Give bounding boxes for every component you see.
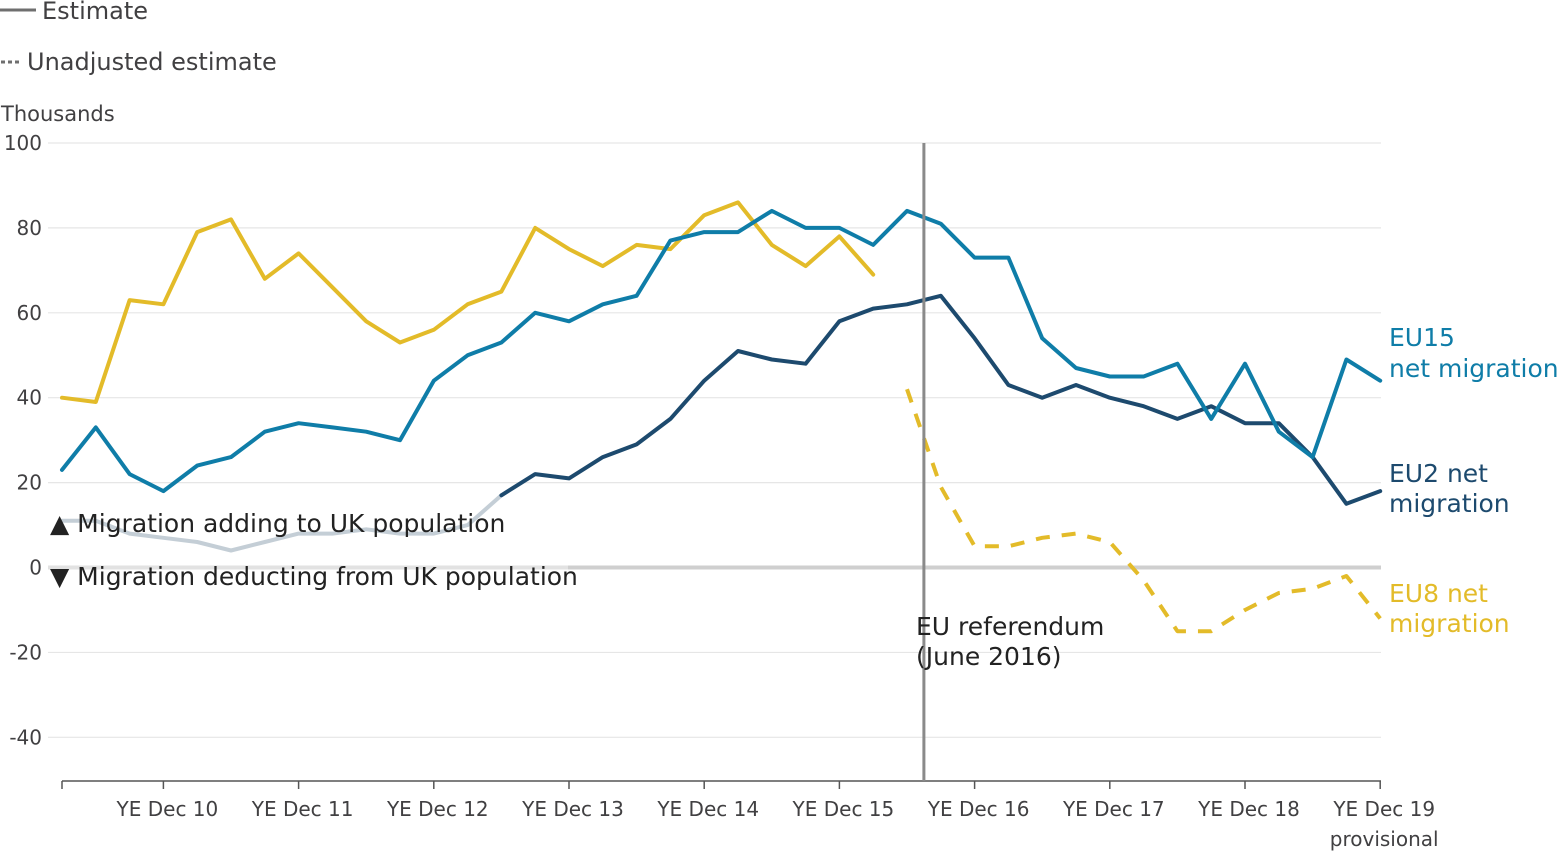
x-tick-label: YE Dec 16: [927, 797, 1030, 821]
y-tick-label: 60: [17, 301, 42, 325]
x-tick-label: YE Dec 17: [1062, 797, 1165, 821]
y-tick-label: 20: [17, 471, 42, 495]
y-axis-tick-labels: 100 80 60 40 20 0 -20 -40: [4, 131, 42, 749]
x-tick-label: YE Dec 11: [251, 797, 354, 821]
series-line-eu2-net-solid: [499, 293, 1383, 506]
series-label: EU2 net: [1389, 459, 1488, 488]
y-tick-label: 0: [29, 556, 42, 580]
gridlines: [48, 142, 1381, 738]
y-tick-label: 80: [17, 216, 42, 240]
referendum-label-line1: EU referendum: [916, 612, 1104, 641]
y-tick-label: -20: [9, 640, 42, 664]
x-tick-label: provisional: [1330, 827, 1439, 851]
series-layer: [60, 200, 1383, 634]
legend-estimate-label: Estimate: [42, 0, 148, 25]
y-tick-label: 40: [17, 386, 42, 410]
y-tick-label: 100: [4, 131, 42, 155]
legend-unadjusted-label: Unadjusted estimate: [27, 48, 277, 76]
y-axis-unit-label: Thousands: [0, 102, 115, 126]
annotation-adding: ▲ Migration adding to UK population: [50, 509, 505, 538]
series-line-eu2-net-faded: [60, 493, 504, 553]
annotations: ▲ Migration adding to UK population ▼ Mi…: [50, 509, 1104, 671]
series-line-eu15-solid: [60, 208, 1383, 494]
x-axis: YE Dec 10 YE Dec 11 YE Dec 12 YE Dec 13 YE D…: [61, 780, 1439, 851]
legend: Estimate Unadjusted estimate: [0, 0, 277, 76]
x-tick-label: YE Dec 19: [1332, 797, 1435, 821]
y-tick-label: -40: [9, 725, 42, 749]
x-tick-label: YE Dec 10: [116, 797, 219, 821]
x-tick-label: YE Dec 18: [1197, 797, 1300, 821]
x-tick-label: YE Dec 13: [521, 797, 624, 821]
x-tick-label: YE Dec 15: [792, 797, 895, 821]
referendum-label-line2: (June 2016): [916, 642, 1062, 671]
annotation-deducting: ▼ Migration deducting from UK population: [50, 562, 578, 591]
series-label: migration: [1389, 609, 1510, 638]
series-label: EU8 net: [1389, 579, 1488, 608]
x-tick-label: YE Dec 14: [656, 797, 759, 821]
x-tick-label: YE Dec 12: [386, 797, 489, 821]
series-line-eu8-net-solid: [60, 200, 876, 404]
series-label: migration: [1389, 489, 1510, 518]
series-label: EU15: [1389, 323, 1455, 352]
series-label: net migration: [1389, 354, 1559, 383]
series-line-eu8-net-dashed: [905, 388, 1382, 634]
